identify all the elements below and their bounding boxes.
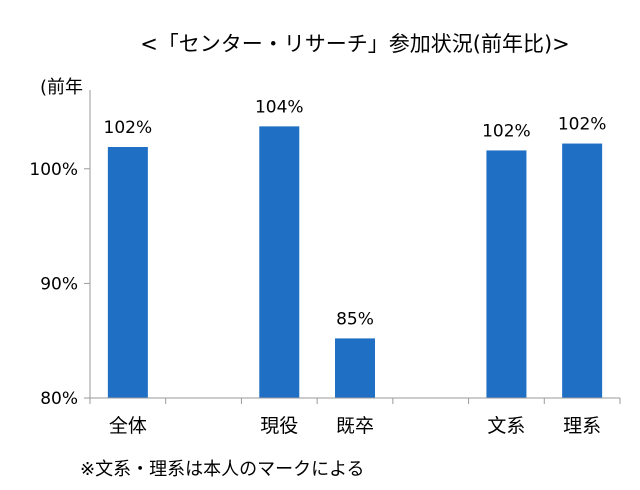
chart-title: <「センター・リサーチ」参加状況(前年比)> — [140, 32, 570, 56]
category-label: 理系 — [563, 415, 601, 437]
y-axis-ticks: 80% 90% 100% — [29, 160, 621, 409]
bar — [259, 126, 300, 398]
bars — [107, 126, 603, 398]
category-label: 文系 — [487, 415, 525, 437]
bar — [335, 338, 375, 398]
y-axis-label: (前年 — [40, 77, 83, 98]
data-label: 102% — [482, 121, 531, 141]
category-label: 現役 — [260, 415, 298, 437]
data-label: 102% — [558, 115, 607, 135]
footnote: ※文系・理系は本人のマークによる — [80, 459, 365, 480]
data-label: 104% — [255, 97, 304, 117]
data-label: 102% — [104, 118, 153, 138]
data-label: 85% — [336, 309, 374, 329]
category-label: 全体 — [109, 415, 147, 437]
bar — [486, 150, 527, 398]
data-labels: 102% 104% 85% 102% 102% — [104, 97, 607, 329]
category-labels: 全体 現役 既卒 文系 理系 — [109, 415, 601, 437]
bar — [562, 143, 603, 398]
bar — [107, 146, 148, 398]
y-tick-label: 80% — [40, 389, 78, 409]
y-tick-label: 90% — [40, 274, 78, 294]
y-tick-label: 100% — [29, 160, 78, 180]
category-label: 既卒 — [336, 415, 374, 437]
